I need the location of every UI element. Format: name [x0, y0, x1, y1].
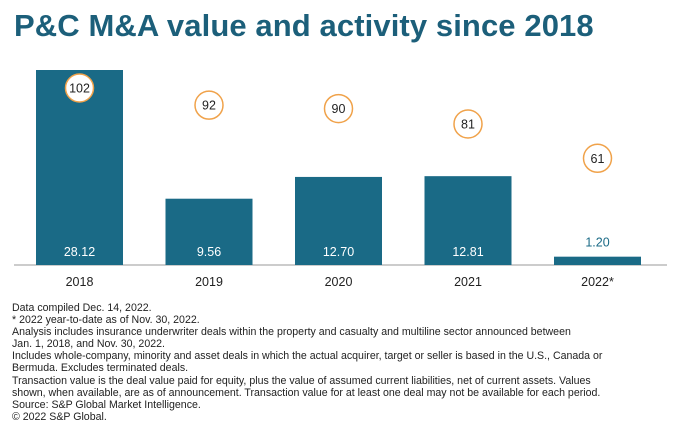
count-bubble — [64, 73, 95, 103]
value-label: 12.81 — [452, 245, 483, 259]
count-bubble — [323, 93, 354, 124]
footnote-line: Analysis includes insurance underwriter … — [12, 326, 571, 339]
x-tick-label: 2022* — [581, 275, 614, 289]
count-bubbles-group: 102 92 90 81 61 — [64, 73, 613, 174]
footnote-line: Bermuda. Excludes terminated deals. — [12, 362, 189, 375]
count-label: 61 — [591, 152, 605, 166]
footnote-line: Data compiled Dec. 14, 2022. — [12, 302, 152, 314]
x-tick-labels-group: 2018 2019 2020 2021 2022* — [66, 275, 614, 289]
footnote-line: Includes whole-company, minority and ass… — [12, 350, 603, 363]
value-label: 1.20 — [585, 236, 609, 250]
count-label: 81 — [461, 118, 475, 132]
x-tick-label: 2021 — [454, 275, 482, 289]
footnote-line: © 2022 S&P Global. — [12, 410, 107, 423]
x-tick-label: 2018 — [66, 275, 94, 289]
count-bubble — [582, 143, 613, 174]
count-label: 102 — [69, 82, 90, 96]
footnote-line: Transaction value is the deal value paid… — [12, 374, 591, 387]
x-tick-label: 2019 — [195, 275, 223, 289]
count-label: 90 — [332, 102, 346, 116]
footnotes: Data compiled Dec. 14, 2022. * 2022 year… — [12, 302, 667, 423]
footnote-line: * 2022 year-to-date as of Nov. 30, 2022. — [12, 314, 200, 327]
footnote-line: Source: S&P Global Market Intelligence. — [12, 398, 201, 411]
count-label: 92 — [202, 99, 216, 113]
value-label: 9.56 — [197, 245, 221, 259]
chart-title: P&C M&A value and activity since 2018 — [14, 8, 594, 43]
count-bubble — [194, 90, 224, 120]
bar-chart: 28.12 9.56 12.70 12.81 1.20 102 92 90 81 61 2018… — [14, 70, 667, 289]
bar-2022 — [554, 256, 641, 265]
footnote-line: shown, when available, are as of announc… — [12, 386, 601, 399]
bar-2021 — [424, 176, 512, 265]
value-label: 12.70 — [323, 245, 354, 259]
bar-2019 — [165, 198, 253, 265]
count-bubble — [453, 109, 483, 139]
x-tick-label: 2020 — [325, 275, 353, 289]
bar-2020 — [295, 176, 382, 265]
footnote-line: Jan. 1, 2018, and Nov. 30, 2022. — [12, 338, 165, 351]
value-label: 28.12 — [64, 245, 95, 259]
